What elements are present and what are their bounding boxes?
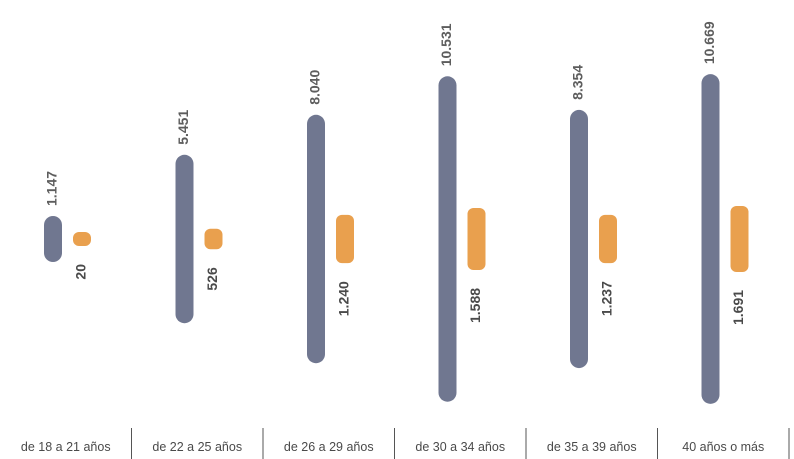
category-label: 40 años o más bbox=[682, 440, 764, 454]
value-label-series-2: 1.691 bbox=[730, 290, 746, 325]
bar-series-2 bbox=[204, 228, 223, 250]
category-group: 8.040 1.240 de 26 a 29 años bbox=[284, 70, 395, 459]
category-group: 5.451 526 de 22 a 25 años bbox=[152, 110, 264, 459]
category-group: 10.669 1.691 40 años o más bbox=[682, 21, 790, 459]
bar-series-1 bbox=[570, 109, 588, 369]
category-label: de 18 a 21 años bbox=[21, 440, 111, 454]
bar-series-2 bbox=[599, 214, 617, 264]
category-group: 8.354 1.237 de 35 a 39 años bbox=[547, 65, 658, 459]
category-label: de 30 a 34 años bbox=[415, 440, 505, 454]
bar-series-1 bbox=[307, 114, 325, 364]
value-label-series-2: 1.240 bbox=[336, 281, 352, 316]
bar-series-1 bbox=[701, 74, 720, 404]
value-label-series-1: 10.531 bbox=[438, 23, 454, 66]
bar-series-2 bbox=[730, 206, 749, 272]
value-label-series-2: 1.588 bbox=[467, 288, 483, 323]
bar-series-1 bbox=[175, 154, 194, 324]
bar-series-2 bbox=[467, 208, 486, 270]
value-label-series-1: 8.354 bbox=[570, 65, 586, 100]
value-label-series-2: 526 bbox=[204, 267, 220, 291]
bar-series-1 bbox=[44, 216, 62, 262]
category-group: 10.531 1.588 de 30 a 34 años bbox=[415, 23, 527, 459]
category-group: 1.147 20 de 18 a 21 años bbox=[21, 171, 132, 459]
value-label-series-1: 10.669 bbox=[701, 21, 717, 64]
value-label-series-2: 20 bbox=[73, 264, 89, 280]
value-label-series-1: 5.451 bbox=[175, 110, 191, 145]
bar-series-2 bbox=[73, 232, 91, 246]
value-label-series-2: 1.237 bbox=[599, 281, 615, 316]
value-label-series-1: 1.147 bbox=[44, 171, 60, 206]
category-label: de 22 a 25 años bbox=[152, 440, 242, 454]
category-label: de 35 a 39 años bbox=[547, 440, 637, 454]
bar-series-1 bbox=[438, 76, 457, 402]
value-label-series-1: 8.040 bbox=[307, 70, 323, 105]
bar-series-2 bbox=[336, 214, 354, 264]
category-label: de 26 a 29 años bbox=[284, 440, 374, 454]
